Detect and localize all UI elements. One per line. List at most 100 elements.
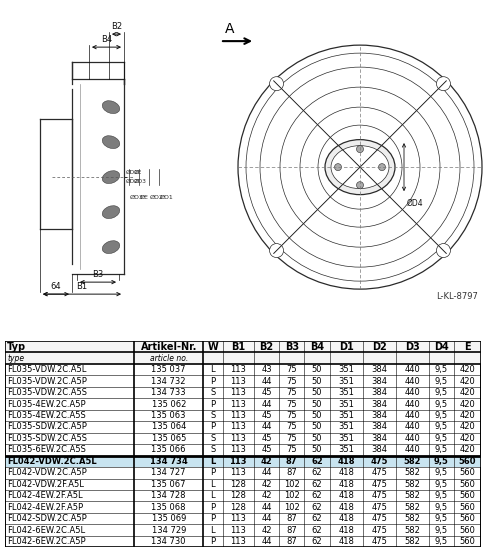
Ellipse shape xyxy=(102,241,120,254)
Text: 135 063: 135 063 xyxy=(152,411,186,420)
Ellipse shape xyxy=(102,136,120,148)
Text: 560: 560 xyxy=(460,468,475,477)
Text: 50: 50 xyxy=(312,399,322,409)
Text: 135 067: 135 067 xyxy=(152,480,186,489)
Text: 440: 440 xyxy=(404,422,420,431)
Text: 45: 45 xyxy=(261,411,272,420)
Text: 44: 44 xyxy=(261,503,272,512)
Text: 418: 418 xyxy=(338,537,354,546)
Text: L: L xyxy=(210,491,215,500)
Text: 420: 420 xyxy=(460,446,475,454)
Text: 113: 113 xyxy=(230,422,246,431)
Text: 582: 582 xyxy=(404,491,420,500)
Text: 475: 475 xyxy=(371,537,387,546)
Text: B3: B3 xyxy=(92,270,104,279)
Text: 351: 351 xyxy=(338,422,354,431)
Text: 384: 384 xyxy=(371,434,387,443)
Text: 9,5: 9,5 xyxy=(435,365,448,374)
Text: 9,5: 9,5 xyxy=(435,491,448,500)
Ellipse shape xyxy=(102,101,120,113)
Text: S: S xyxy=(210,411,216,420)
Text: FL042-VDW.2C.A5L: FL042-VDW.2C.A5L xyxy=(7,457,96,466)
Text: B3: B3 xyxy=(285,342,299,352)
Text: article no.: article no. xyxy=(150,354,188,362)
Text: 45: 45 xyxy=(261,434,272,443)
Text: 351: 351 xyxy=(338,434,354,443)
Text: ØE: ØE xyxy=(134,170,142,175)
Text: ØD4: ØD4 xyxy=(407,199,424,208)
Text: 420: 420 xyxy=(460,399,475,409)
Ellipse shape xyxy=(331,146,389,189)
Text: 351: 351 xyxy=(338,446,354,454)
Text: 50: 50 xyxy=(312,422,322,431)
Text: 42: 42 xyxy=(261,526,272,535)
Text: 440: 440 xyxy=(404,434,420,443)
Text: D3: D3 xyxy=(405,342,419,352)
Text: 9,5: 9,5 xyxy=(434,457,449,466)
Text: 9,5: 9,5 xyxy=(435,468,448,477)
Text: 44: 44 xyxy=(261,468,272,477)
Text: 351: 351 xyxy=(338,388,354,397)
Text: 135 066: 135 066 xyxy=(152,446,186,454)
Text: 135 065: 135 065 xyxy=(152,434,186,443)
Text: 560: 560 xyxy=(459,457,476,466)
Text: FL035-VDW.2C.A5P: FL035-VDW.2C.A5P xyxy=(7,377,87,386)
Text: 134 727: 134 727 xyxy=(152,468,186,477)
Text: 135 069: 135 069 xyxy=(152,514,186,523)
Text: 43: 43 xyxy=(261,365,272,374)
Text: 560: 560 xyxy=(460,526,475,535)
Text: 62: 62 xyxy=(312,503,322,512)
Text: 582: 582 xyxy=(403,457,421,466)
Text: 384: 384 xyxy=(371,422,387,431)
Text: 418: 418 xyxy=(338,503,354,512)
Text: 351: 351 xyxy=(338,399,354,409)
Text: 418: 418 xyxy=(338,514,354,523)
Text: 418: 418 xyxy=(337,457,355,466)
Text: 44: 44 xyxy=(261,422,272,431)
Text: 50: 50 xyxy=(312,434,322,443)
Text: 351: 351 xyxy=(338,377,354,386)
Text: 113: 113 xyxy=(230,388,246,397)
Text: D4: D4 xyxy=(434,342,449,352)
Text: 62: 62 xyxy=(312,526,322,535)
Text: 560: 560 xyxy=(460,491,475,500)
Text: 351: 351 xyxy=(338,411,354,420)
Circle shape xyxy=(334,164,342,170)
Text: 384: 384 xyxy=(371,446,387,454)
Text: 50: 50 xyxy=(312,446,322,454)
Text: 582: 582 xyxy=(404,514,420,523)
Text: 9,5: 9,5 xyxy=(435,399,448,409)
Text: 113: 113 xyxy=(230,468,246,477)
Text: 9,5: 9,5 xyxy=(435,537,448,546)
Text: 135 062: 135 062 xyxy=(152,399,186,409)
Text: 9,5: 9,5 xyxy=(435,422,448,431)
Text: 44: 44 xyxy=(261,399,272,409)
Text: 42: 42 xyxy=(261,480,272,489)
Circle shape xyxy=(270,76,283,91)
Text: 113: 113 xyxy=(230,537,246,546)
Text: 50: 50 xyxy=(312,388,322,397)
Text: B4: B4 xyxy=(310,342,324,352)
Text: FL035-VDW.2C.A5S: FL035-VDW.2C.A5S xyxy=(7,388,87,397)
Circle shape xyxy=(436,244,451,257)
Text: 475: 475 xyxy=(371,503,387,512)
Text: 440: 440 xyxy=(404,388,420,397)
Text: 128: 128 xyxy=(230,480,246,489)
Text: 75: 75 xyxy=(286,399,297,409)
Text: P: P xyxy=(210,537,215,546)
Text: 62: 62 xyxy=(312,468,322,477)
Text: L: L xyxy=(210,480,215,489)
Text: 9,5: 9,5 xyxy=(435,377,448,386)
Text: FL035-SDW.2C.A5S: FL035-SDW.2C.A5S xyxy=(7,434,87,443)
Text: ØD1: ØD1 xyxy=(126,170,139,175)
Text: 113: 113 xyxy=(230,526,246,535)
Text: ØD3: ØD3 xyxy=(134,179,147,184)
Text: 134 730: 134 730 xyxy=(152,537,186,546)
Text: 384: 384 xyxy=(371,399,387,409)
Text: 582: 582 xyxy=(404,537,420,546)
Circle shape xyxy=(436,76,451,91)
Text: ØD2: ØD2 xyxy=(126,179,139,184)
Text: 113: 113 xyxy=(230,365,246,374)
Text: FL042-6EW.2C.A5L: FL042-6EW.2C.A5L xyxy=(7,526,85,535)
Text: 9,5: 9,5 xyxy=(435,480,448,489)
